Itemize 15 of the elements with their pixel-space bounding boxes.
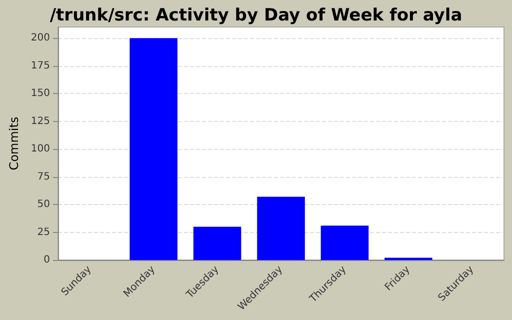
y-tick-label: 100 <box>30 144 50 155</box>
y-tick-label: 175 <box>30 60 50 72</box>
bar <box>130 38 178 260</box>
y-tick-label: 50 <box>37 199 50 210</box>
bar <box>193 226 242 260</box>
y-tick-label: 150 <box>30 88 50 100</box>
y-tick-label: 125 <box>30 116 50 127</box>
y-tick-label: 200 <box>30 32 50 44</box>
y-tick-label: 0 <box>44 254 50 266</box>
y-tick-label: 25 <box>37 226 50 238</box>
chart-title: /trunk/src: Activity by Day of Week for ayla <box>50 6 462 26</box>
y-tick-label: 75 <box>37 171 50 182</box>
bar <box>320 226 369 260</box>
bar <box>257 196 305 260</box>
y-axis-title: Commits <box>7 116 21 170</box>
